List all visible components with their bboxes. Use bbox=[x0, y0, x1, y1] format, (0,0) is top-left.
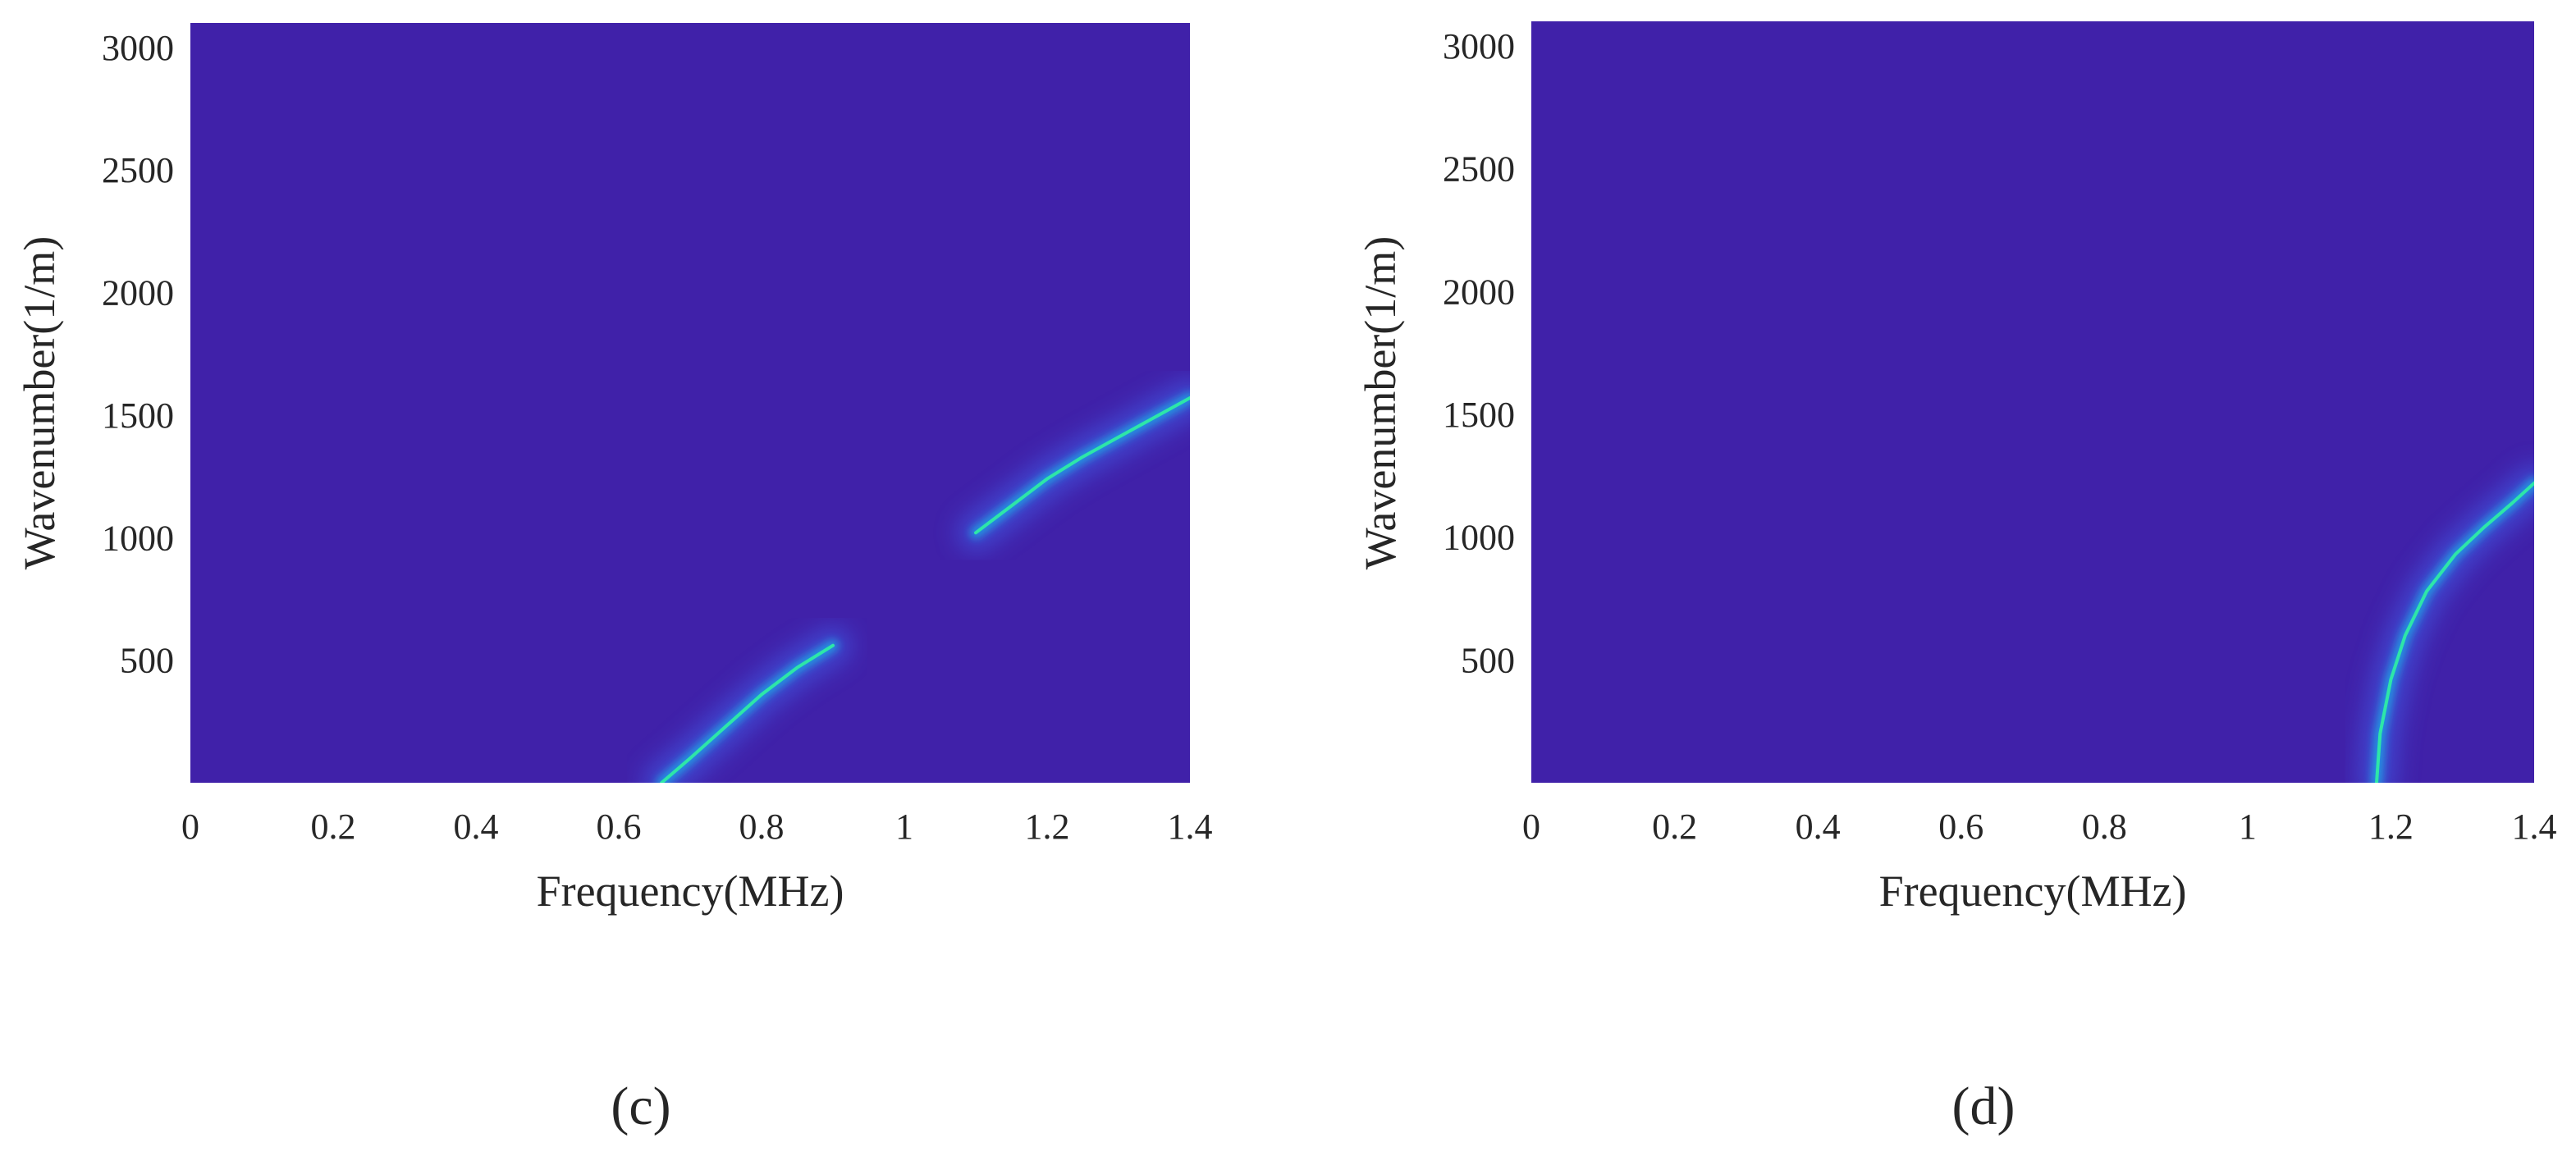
y-axis-label: Wavenumber(1/m) bbox=[15, 236, 64, 570]
y-tick-label: 1000 bbox=[1443, 518, 1515, 558]
y-tick-label: 3000 bbox=[102, 28, 174, 68]
ridge-layer bbox=[2358, 464, 2534, 783]
x-tick-label: 0.2 bbox=[311, 807, 356, 847]
x-tick-label: 0.8 bbox=[2082, 807, 2127, 847]
y-tick-label: 2500 bbox=[102, 150, 174, 190]
x-tick-labels: 0 0.2 0.4 0.6 0.8 1 1.2 1.4 bbox=[181, 807, 1213, 847]
y-tick-label: 2500 bbox=[1443, 149, 1515, 190]
y-tick-label: 2000 bbox=[1443, 272, 1515, 312]
x-tick-label: 0.6 bbox=[597, 807, 642, 847]
x-tick-label: 0.6 bbox=[1938, 807, 1983, 847]
x-tick-label: 1.2 bbox=[1025, 807, 1070, 847]
panel-label: (d) bbox=[1952, 1076, 2016, 1136]
x-tick-label: 0.4 bbox=[1796, 807, 1841, 847]
x-axis-label: Frequency(MHz) bbox=[1879, 866, 2187, 916]
y-tick-label: 500 bbox=[120, 641, 174, 681]
y-tick-label: 1500 bbox=[102, 395, 174, 436]
panel-label: (c) bbox=[611, 1076, 670, 1136]
x-tick-label: 1.4 bbox=[2512, 807, 2557, 847]
y-tick-labels: 500 1000 1500 2000 2500 3000 bbox=[1443, 26, 1515, 680]
x-tick-label: 0 bbox=[1522, 807, 1540, 847]
x-tick-label: 0 bbox=[181, 807, 199, 847]
y-tick-label: 1500 bbox=[1443, 395, 1515, 435]
y-tick-label: 2000 bbox=[102, 273, 174, 313]
ridge-line bbox=[660, 643, 835, 783]
ridge-line bbox=[974, 396, 1190, 535]
plot-area bbox=[1531, 21, 2534, 783]
y-tick-label: 500 bbox=[1461, 640, 1515, 680]
x-tick-label: 0.2 bbox=[1652, 807, 1697, 847]
y-tick-label: 1000 bbox=[102, 518, 174, 558]
x-tick-labels: 0 0.2 0.4 0.6 0.8 1 1.2 1.4 bbox=[1522, 807, 2557, 847]
y-axis-label: Wavenumber(1/m) bbox=[1356, 236, 1405, 570]
y-tick-label: 3000 bbox=[1443, 26, 1515, 66]
x-tick-label: 1 bbox=[2239, 807, 2257, 847]
x-axis-label: Frequency(MHz) bbox=[537, 866, 844, 916]
x-tick-label: 1.2 bbox=[2368, 807, 2414, 847]
y-tick-labels: 500 1000 1500 2000 2500 3000 bbox=[102, 28, 174, 681]
ridge-layer bbox=[643, 379, 1190, 783]
x-tick-label: 1.4 bbox=[1168, 807, 1213, 847]
x-tick-label: 0.8 bbox=[739, 807, 785, 847]
panel-c: 0 0.2 0.4 0.6 0.8 1 1.2 1.4 500 1000 1500 2000 2500… bbox=[15, 23, 1213, 1136]
plot-area bbox=[190, 23, 1190, 783]
x-tick-label: 1 bbox=[895, 807, 913, 847]
x-tick-label: 0.4 bbox=[454, 807, 499, 847]
ridge-line bbox=[2375, 481, 2534, 783]
panel-d: 0 0.2 0.4 0.6 0.8 1 1.2 1.4 500 1000 1500 2000 2500… bbox=[1356, 21, 2557, 1136]
